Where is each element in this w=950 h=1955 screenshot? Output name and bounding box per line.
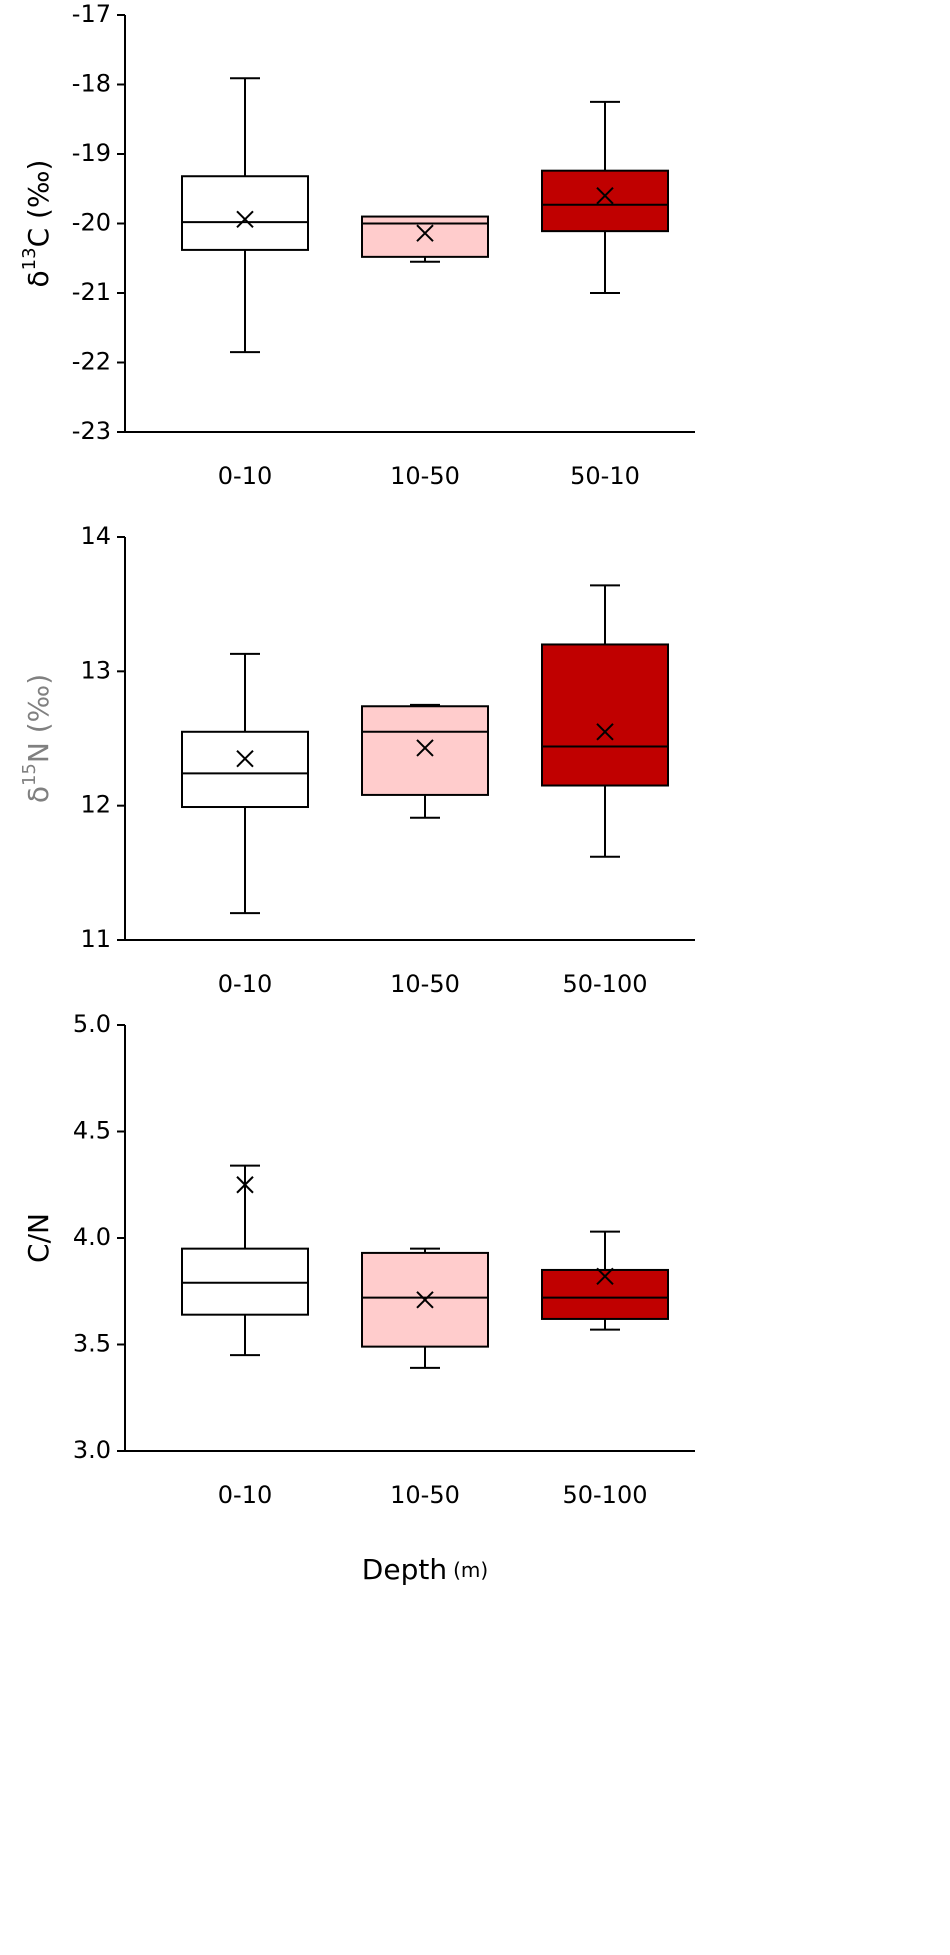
chart-panel: -23 -22 -21 -20 -19 -18 -17 δ13C (‰) 0-10 10-50 50… [19,0,695,490]
y-label-part: C (‰) [22,160,55,248]
x-tick-label: 10-50 [390,970,460,998]
x-label-text: Depth [362,1553,447,1586]
y-tick-label: 3.5 [73,1330,111,1358]
x-tick-label: 0-10 [218,1481,272,1509]
y-tick-label: 13 [80,656,111,684]
box [361,705,489,796]
y-label-part: δ [22,786,55,803]
y-tick-label: 3.0 [73,1436,111,1464]
x-tick-label: 0-10 [218,462,272,490]
mean-marker [236,749,254,768]
y-tick-label: -21 [72,278,111,306]
mean-marker [416,224,434,242]
y-label-sup: 13 [19,247,40,270]
y-tick-label: 14 [80,522,111,550]
mean-marker [596,186,614,205]
y-tick-label: -23 [72,417,111,445]
x-tick-label: 50-100 [562,970,647,998]
x-tick-label: 50-100 [562,1481,647,1509]
y-tick-label: 4.0 [73,1223,111,1251]
x-label-unit: (m) [453,1558,488,1582]
chart-panel: 11 12 13 14 δ15N (‰) 0-10 10-50 50-100 [19,522,695,998]
y-tick-label: -20 [72,209,111,237]
y-axis-label: C/N [22,1213,55,1263]
y-axis-label: δ15N (‰) [19,674,55,803]
mean-marker [236,210,254,229]
box [181,175,309,251]
x-axis-label: Depth (m) [362,1553,488,1586]
x-tick-label: 10-50 [390,1481,460,1509]
y-tick-label: -18 [72,70,111,98]
x-tick-label: 10-50 [390,462,460,490]
box [181,730,309,809]
box [541,643,669,787]
mean-marker [596,723,614,741]
box [181,1247,309,1316]
y-tick-label: 11 [80,925,111,953]
y-tick-label: 4.5 [73,1117,111,1145]
y-label-part: δ [22,270,55,287]
mean-marker [416,739,434,757]
y-axis-label: δ13C (‰) [19,160,55,288]
y-tick-label: -22 [72,348,111,376]
mean-marker [416,1291,434,1309]
box [541,169,669,233]
mean-marker [596,1267,614,1286]
mean-marker [236,1176,254,1194]
y-tick-label: -17 [72,0,111,28]
y-tick-label: 12 [80,791,111,819]
y-tick-label: 5.0 [73,1010,111,1038]
box [541,1268,669,1320]
y-tick-label: -19 [72,139,111,167]
y-label-part: N (‰) [22,674,55,763]
x-tick-label: 0-10 [218,970,272,998]
y-label-sup: 15 [19,763,40,786]
chart-panel: 3.0 3.5 4.0 4.5 5.0 C/N 0-10 10-50 50-100 Depth (m… [22,1010,695,1586]
x-tick-label: 50-10 [570,462,640,490]
